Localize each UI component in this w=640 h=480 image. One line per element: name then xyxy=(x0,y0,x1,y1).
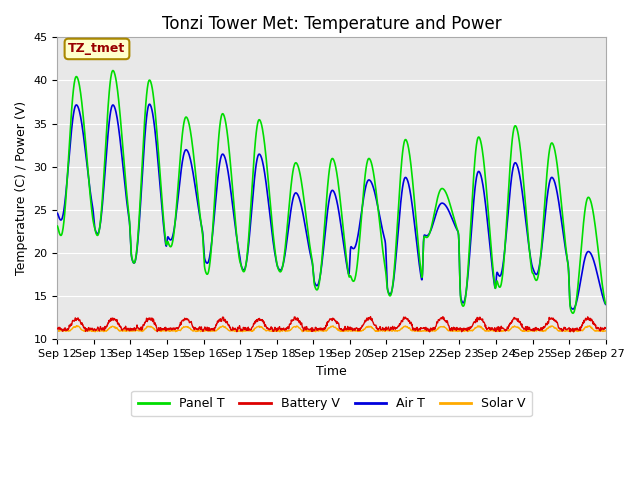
Panel T xyxy=(163,242,170,248)
Solar V xyxy=(417,328,425,334)
Battery V xyxy=(537,325,545,331)
Air T xyxy=(176,180,184,185)
Air T xyxy=(417,273,425,278)
Panel T xyxy=(537,251,545,257)
Battery V xyxy=(570,329,577,335)
Solar V xyxy=(54,327,61,333)
Panel T xyxy=(569,311,577,316)
Air T xyxy=(569,306,577,312)
Battery V xyxy=(488,326,496,332)
Line: Panel T: Panel T xyxy=(58,71,605,313)
Solar V xyxy=(176,327,184,333)
Air T xyxy=(54,210,61,216)
Solar V xyxy=(489,327,497,333)
Panel T xyxy=(109,68,117,73)
Solar V xyxy=(73,323,81,328)
Battery V xyxy=(237,327,244,333)
Battery V xyxy=(417,326,425,332)
Title: Tonzi Tower Met: Temperature and Power: Tonzi Tower Met: Temperature and Power xyxy=(162,15,501,33)
Panel T xyxy=(488,261,496,266)
Air T xyxy=(237,262,245,268)
Battery V xyxy=(602,325,609,331)
Solar V xyxy=(237,328,245,334)
Panel T xyxy=(176,161,184,167)
Solar V xyxy=(538,328,545,334)
Line: Air T: Air T xyxy=(58,104,605,309)
Line: Solar V: Solar V xyxy=(58,325,605,332)
Battery V xyxy=(175,324,183,329)
Panel T xyxy=(417,268,425,274)
Air T xyxy=(146,101,154,107)
Panel T xyxy=(54,223,61,229)
Air T xyxy=(602,301,609,307)
Solar V xyxy=(163,328,170,334)
Legend: Panel T, Battery V, Air T, Solar V: Panel T, Battery V, Air T, Solar V xyxy=(131,391,532,417)
Panel T xyxy=(237,262,245,268)
Text: TZ_tmet: TZ_tmet xyxy=(68,42,125,55)
Line: Battery V: Battery V xyxy=(58,317,605,332)
Air T xyxy=(537,253,545,259)
Battery V xyxy=(162,328,170,334)
Solar V xyxy=(276,329,284,335)
Panel T xyxy=(602,301,609,307)
Battery V xyxy=(367,314,374,320)
X-axis label: Time: Time xyxy=(316,365,347,378)
Air T xyxy=(163,243,170,249)
Air T xyxy=(488,267,496,273)
Solar V xyxy=(602,328,609,334)
Y-axis label: Temperature (C) / Power (V): Temperature (C) / Power (V) xyxy=(15,101,28,276)
Battery V xyxy=(54,325,61,331)
